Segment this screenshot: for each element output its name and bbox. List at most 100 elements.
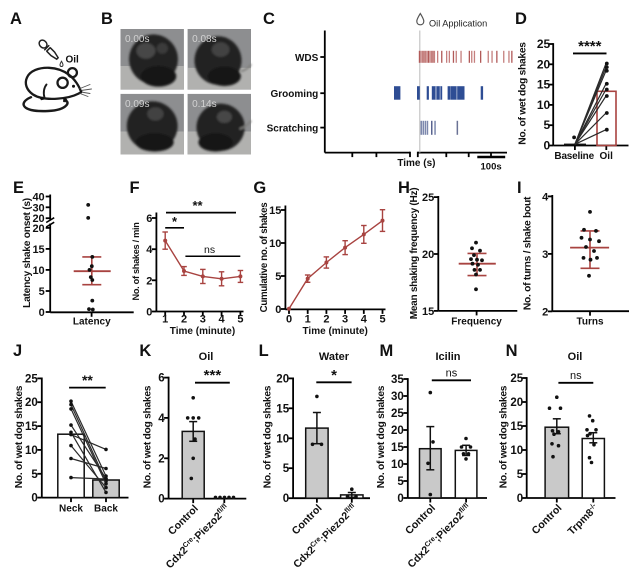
- svg-text:Oil: Oil: [199, 351, 214, 363]
- svg-text:H: H: [398, 179, 410, 197]
- svg-text:0: 0: [397, 493, 403, 505]
- svg-text:100s: 100s: [481, 162, 502, 173]
- svg-text:5: 5: [237, 314, 243, 326]
- svg-text:20: 20: [32, 223, 44, 235]
- svg-text:40: 40: [32, 192, 44, 204]
- svg-text:Baseline: Baseline: [554, 151, 594, 162]
- svg-text:5: 5: [39, 286, 45, 298]
- svg-text:15: 15: [32, 244, 44, 256]
- svg-text:4: 4: [146, 244, 153, 256]
- svg-text:15: 15: [422, 306, 434, 318]
- svg-text:E: E: [13, 179, 24, 197]
- svg-text:0: 0: [158, 494, 164, 506]
- svg-text:2: 2: [181, 314, 187, 326]
- svg-text:5: 5: [31, 469, 38, 481]
- svg-text:15: 15: [510, 421, 523, 433]
- svg-text:5: 5: [544, 118, 551, 132]
- svg-text:No. of wet dog shakes: No. of wet dog shakes: [14, 385, 25, 488]
- svg-text:Frequency: Frequency: [451, 317, 502, 328]
- svg-text:25: 25: [510, 373, 523, 385]
- svg-text:10: 10: [510, 445, 523, 457]
- svg-text:20: 20: [25, 397, 38, 409]
- svg-text:20: 20: [32, 213, 44, 225]
- svg-text:10: 10: [32, 265, 44, 277]
- svg-text:2: 2: [146, 275, 152, 287]
- svg-text:No. of wet dog shakes: No. of wet dog shakes: [376, 385, 387, 488]
- svg-text:Icilin: Icilin: [435, 351, 460, 363]
- svg-text:Scratching: Scratching: [267, 123, 319, 134]
- svg-text:3: 3: [200, 314, 206, 326]
- svg-text:ns: ns: [570, 370, 582, 382]
- svg-text:Neck: Neck: [59, 504, 83, 515]
- svg-text:I: I: [517, 179, 522, 197]
- svg-text:No. of wet dog shakes: No. of wet dog shakes: [143, 385, 154, 488]
- svg-text:Grooming: Grooming: [271, 89, 319, 100]
- svg-text:15: 15: [269, 205, 281, 217]
- svg-text:2: 2: [323, 314, 329, 326]
- svg-text:3: 3: [542, 249, 548, 261]
- svg-text:D: D: [515, 10, 527, 28]
- svg-text:20: 20: [422, 249, 434, 261]
- svg-text:5: 5: [283, 463, 290, 475]
- svg-text:4: 4: [542, 191, 549, 203]
- svg-text:30: 30: [391, 391, 404, 403]
- svg-text:6: 6: [158, 373, 164, 385]
- svg-text:No. of shakes / min: No. of shakes / min: [131, 222, 141, 301]
- svg-text:*: *: [331, 367, 337, 384]
- svg-text:1: 1: [162, 314, 168, 326]
- svg-text:Oil: Oil: [568, 351, 583, 363]
- svg-text:No. of turns / shake bout: No. of turns / shake bout: [523, 196, 534, 310]
- svg-text:Oil: Oil: [66, 55, 80, 66]
- svg-text:F: F: [130, 179, 140, 197]
- svg-text:20: 20: [510, 397, 523, 409]
- svg-text:0: 0: [286, 314, 292, 326]
- svg-text:L: L: [259, 342, 269, 360]
- svg-text:20: 20: [391, 425, 404, 437]
- svg-text:10: 10: [25, 445, 38, 457]
- svg-text:3: 3: [342, 314, 348, 326]
- svg-text:***: ***: [204, 367, 222, 384]
- svg-text:5: 5: [379, 314, 385, 326]
- svg-text:K: K: [139, 342, 151, 360]
- svg-text:5: 5: [275, 271, 281, 283]
- svg-text:10: 10: [269, 238, 281, 250]
- svg-text:0: 0: [517, 493, 523, 505]
- svg-text:25: 25: [25, 373, 38, 385]
- svg-text:**: **: [82, 372, 93, 388]
- svg-text:0: 0: [283, 493, 289, 505]
- svg-text:**: **: [192, 198, 203, 213]
- svg-text:25: 25: [391, 408, 404, 420]
- svg-text:2: 2: [542, 306, 548, 318]
- svg-text:30: 30: [32, 202, 44, 214]
- svg-text:20: 20: [276, 373, 289, 385]
- svg-text:Oil: Oil: [600, 151, 614, 162]
- svg-text:5: 5: [517, 469, 524, 481]
- svg-text:4: 4: [361, 314, 368, 326]
- svg-text:A: A: [10, 10, 22, 28]
- svg-text:Cumulative no. of shakes: Cumulative no. of shakes: [259, 203, 270, 313]
- svg-text:0: 0: [31, 493, 37, 505]
- svg-text:Back: Back: [94, 504, 118, 515]
- svg-text:10: 10: [391, 459, 404, 471]
- svg-text:25: 25: [537, 37, 551, 51]
- svg-text:No. of wet dog shakes: No. of wet dog shakes: [263, 385, 274, 488]
- svg-text:4: 4: [158, 413, 165, 425]
- svg-text:35: 35: [391, 374, 404, 386]
- svg-text:J: J: [13, 342, 22, 360]
- svg-text:G: G: [253, 179, 266, 197]
- svg-text:N: N: [506, 342, 518, 360]
- svg-text:15: 15: [276, 403, 289, 415]
- svg-text:0: 0: [544, 139, 551, 153]
- svg-text:2: 2: [158, 453, 164, 465]
- svg-text:No. of wet dog shakes: No. of wet dog shakes: [499, 385, 510, 488]
- svg-text:M: M: [380, 342, 394, 360]
- svg-text:6: 6: [146, 213, 152, 225]
- svg-text:20: 20: [537, 57, 551, 71]
- svg-text:0.00s: 0.00s: [125, 34, 149, 45]
- svg-text:1: 1: [305, 314, 311, 326]
- svg-text:ns: ns: [204, 244, 215, 256]
- svg-text:****: ****: [578, 38, 602, 55]
- svg-text:C: C: [263, 10, 275, 28]
- svg-text:Mean shaking frequency (Hz): Mean shaking frequency (Hz): [409, 188, 420, 320]
- svg-text:Time (minute): Time (minute): [303, 326, 368, 337]
